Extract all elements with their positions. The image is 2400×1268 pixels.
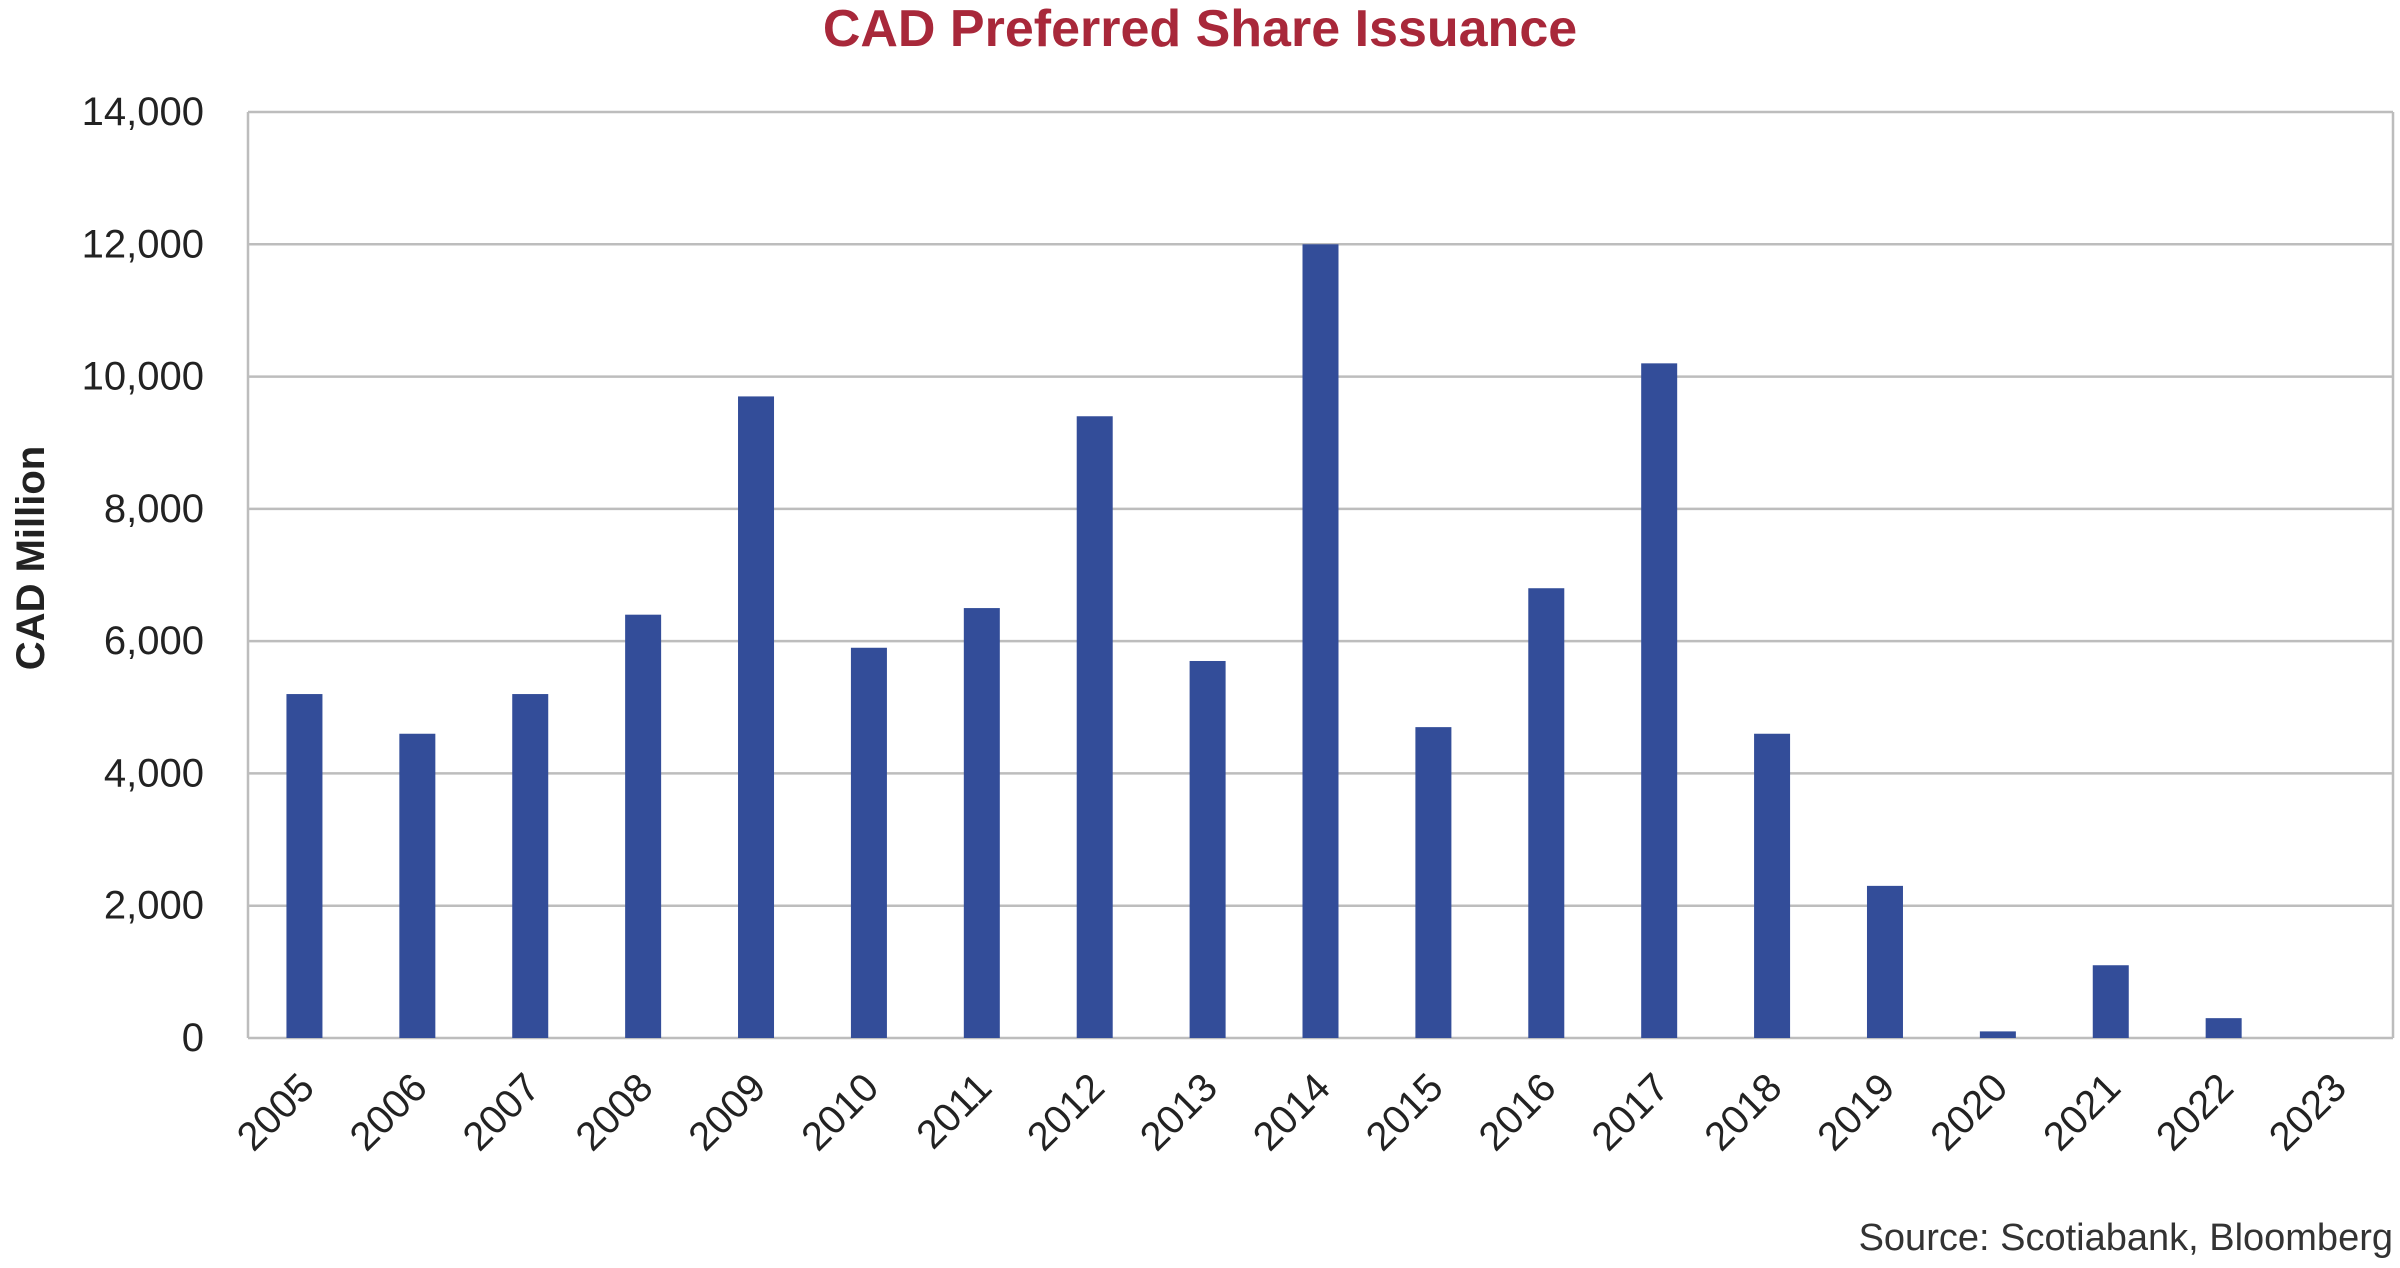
x-tick-label: 2009 (680, 1065, 774, 1159)
bar (1866, 885, 1903, 1038)
x-tick-label: 2010 (793, 1065, 887, 1159)
x-tick-label: 2022 (2148, 1065, 2242, 1159)
x-tick-label: 2021 (2035, 1065, 2129, 1159)
x-tick-label: 2007 (455, 1065, 549, 1159)
chart-title: CAD Preferred Share Issuance (823, 0, 1577, 58)
y-axis: 0 2,000 4,000 6,000 8,000 10,000 12,000 14,000 (82, 90, 204, 1060)
x-tick-label: 2020 (1922, 1065, 2016, 1159)
bar (850, 647, 887, 1038)
x-tick-label: 2016 (1471, 1065, 1565, 1159)
y-tick-label: 8,000 (104, 487, 204, 531)
bar (963, 608, 1000, 1038)
y-tick-label: 10,000 (82, 355, 204, 399)
bar (2205, 1018, 2242, 1038)
x-tick-label: 2017 (1584, 1065, 1678, 1159)
bar (1415, 727, 1452, 1038)
x-tick-label: 2013 (1132, 1065, 1226, 1159)
bar (2092, 965, 2129, 1038)
bar (625, 614, 662, 1038)
source-note: Source: Scotiabank, Bloomberg (1859, 1217, 2393, 1259)
x-tick-label: 2023 (2261, 1065, 2355, 1159)
bar (512, 694, 549, 1038)
x-tick-label: 2019 (1809, 1065, 1903, 1159)
bar (1528, 588, 1565, 1038)
y-tick-label: 0 (182, 1016, 204, 1060)
y-axis-title: CAD Million (9, 446, 53, 670)
x-tick-label: 2005 (229, 1065, 323, 1159)
y-tick-label: 14,000 (82, 90, 204, 134)
bar (738, 396, 775, 1038)
y-tick-label: 2,000 (104, 884, 204, 928)
x-tick-label: 2006 (342, 1065, 436, 1159)
y-tick-label: 6,000 (104, 619, 204, 663)
x-tick-label: 2015 (1358, 1065, 1452, 1159)
bar (1979, 1031, 2016, 1038)
bar (399, 733, 436, 1038)
x-tick-label: 2018 (1696, 1065, 1790, 1159)
x-tick-label: 2014 (1245, 1065, 1339, 1159)
bar (286, 694, 323, 1038)
bar (1302, 244, 1339, 1039)
x-tick-label: 2008 (567, 1065, 661, 1159)
bar (1189, 660, 1226, 1038)
bar (1641, 363, 1678, 1038)
x-axis: 2005 2006 2007 2008 2009 2010 2011 2012 2013 2014… (229, 1065, 2355, 1159)
bar (1754, 733, 1791, 1038)
y-tick-label: 4,000 (104, 751, 204, 795)
x-tick-label: 2012 (1019, 1065, 1113, 1159)
y-tick-label: 12,000 (82, 222, 204, 266)
x-tick-label: 2011 (908, 1065, 1000, 1157)
bars (286, 244, 2242, 1039)
bar (1076, 416, 1113, 1038)
